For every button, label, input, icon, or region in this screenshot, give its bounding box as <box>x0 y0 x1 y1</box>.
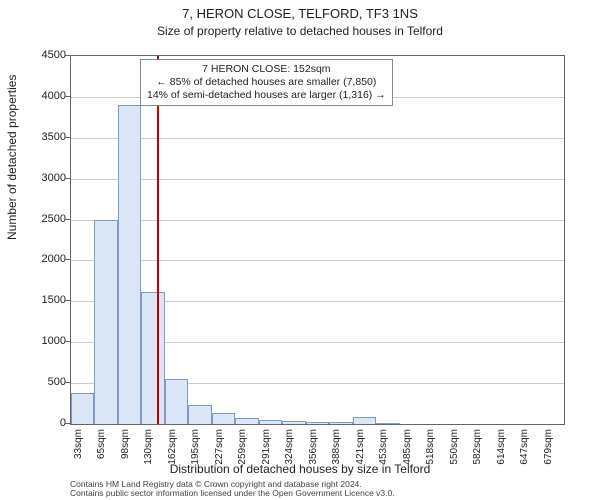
y-tick-mark <box>65 55 70 56</box>
x-tick-label: 614sqm <box>496 429 507 479</box>
x-tick-label: 162sqm <box>167 429 178 479</box>
histogram-bar <box>165 379 188 424</box>
y-tick-label: 4000 <box>30 91 66 102</box>
y-tick-label: 2000 <box>30 254 66 265</box>
y-tick-mark <box>65 137 70 138</box>
y-tick-label: 3000 <box>30 173 66 184</box>
x-tick-label: 388sqm <box>331 429 342 479</box>
histogram-bar <box>353 417 376 424</box>
y-tick-label: 500 <box>30 377 66 388</box>
chart-subtitle: Size of property relative to detached ho… <box>0 24 600 38</box>
x-tick-label: 485sqm <box>402 429 413 479</box>
x-tick-label: 33sqm <box>73 429 84 479</box>
y-tick-label: 1500 <box>30 295 66 306</box>
histogram-bar <box>329 422 352 424</box>
gridline <box>71 138 564 139</box>
x-tick-label: 356sqm <box>308 429 319 479</box>
histogram-bar <box>118 105 141 424</box>
y-tick-mark <box>65 96 70 97</box>
x-tick-label: 647sqm <box>519 429 530 479</box>
x-tick-label: 65sqm <box>96 429 107 479</box>
x-tick-label: 98sqm <box>120 429 131 479</box>
y-tick-label: 3500 <box>30 132 66 143</box>
marker-line <box>157 56 159 424</box>
y-tick-mark <box>65 382 70 383</box>
histogram-bar <box>71 393 94 424</box>
histogram-bar <box>212 413 235 424</box>
chart-container: 7, HERON CLOSE, TELFORD, TF3 1NS Size of… <box>0 0 600 500</box>
histogram-bar <box>94 220 117 424</box>
gridline <box>71 179 564 180</box>
histogram-bar <box>235 418 258 424</box>
x-tick-label: 679sqm <box>543 429 554 479</box>
x-tick-label: 259sqm <box>237 429 248 479</box>
y-tick-label: 0 <box>30 418 66 429</box>
y-tick-mark <box>65 178 70 179</box>
y-tick-label: 2500 <box>30 214 66 225</box>
x-tick-label: 550sqm <box>449 429 460 479</box>
x-axis-label: Distribution of detached houses by size … <box>0 462 600 476</box>
annotation-box: 7 HERON CLOSE: 152sqm ← 85% of detached … <box>140 59 393 106</box>
plot-area <box>70 55 565 425</box>
histogram-bar <box>306 422 329 424</box>
y-tick-label: 1000 <box>30 336 66 347</box>
x-tick-label: 421sqm <box>355 429 366 479</box>
x-tick-label: 453sqm <box>378 429 389 479</box>
y-tick-mark <box>65 300 70 301</box>
x-tick-label: 195sqm <box>190 429 201 479</box>
x-tick-label: 291sqm <box>261 429 272 479</box>
credits-line-2: Contains public sector information licen… <box>70 489 395 498</box>
credits: Contains HM Land Registry data © Crown c… <box>70 480 395 499</box>
y-tick-label: 4500 <box>30 50 66 61</box>
y-tick-mark <box>65 219 70 220</box>
gridline <box>71 260 564 261</box>
histogram-bar <box>259 420 282 424</box>
x-tick-label: 227sqm <box>214 429 225 479</box>
chart-title: 7, HERON CLOSE, TELFORD, TF3 1NS <box>0 6 600 21</box>
x-tick-label: 324sqm <box>284 429 295 479</box>
histogram-bar <box>141 292 164 424</box>
x-tick-label: 582sqm <box>472 429 483 479</box>
y-tick-mark <box>65 259 70 260</box>
histogram-bar <box>188 405 211 424</box>
gridline <box>71 220 564 221</box>
y-tick-mark <box>65 423 70 424</box>
histogram-bar <box>376 423 399 424</box>
histogram-bar <box>282 421 305 424</box>
annotation-line-2: ← 85% of detached houses are smaller (7,… <box>147 76 386 89</box>
annotation-line-1: 7 HERON CLOSE: 152sqm <box>147 63 386 76</box>
annotation-line-3: 14% of semi-detached houses are larger (… <box>147 89 386 102</box>
y-tick-mark <box>65 341 70 342</box>
y-axis-label: Number of detached properties <box>5 75 19 240</box>
x-tick-label: 518sqm <box>425 429 436 479</box>
x-tick-label: 130sqm <box>143 429 154 479</box>
